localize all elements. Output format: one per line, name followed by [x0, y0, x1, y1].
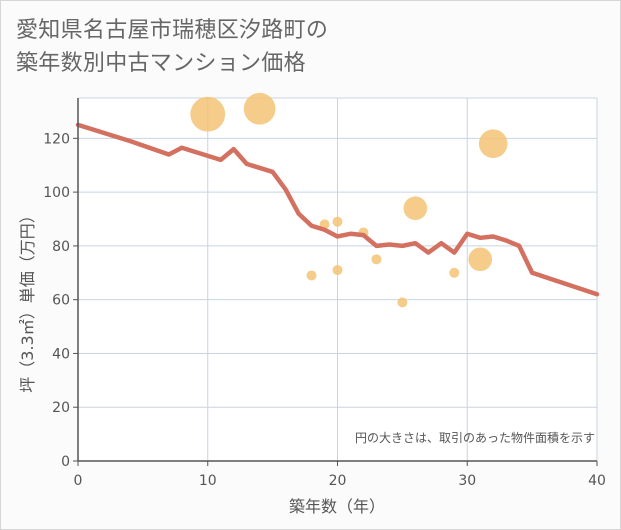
size-note: 円の大きさは、取引のあった物件面積を示す — [355, 430, 595, 445]
bubble-11 — [449, 267, 460, 278]
grid-layer — [78, 97, 598, 461]
bubble-2 — [478, 129, 508, 159]
bubble-4 — [468, 247, 493, 272]
bubble-0 — [190, 96, 226, 132]
bubble-layer — [190, 92, 508, 308]
y-axis-label: 坪（3.3㎡）単価（万円） — [18, 207, 37, 392]
bubble-3 — [403, 196, 428, 221]
y-tick-label-80: 80 — [52, 239, 70, 255]
y-tick-label-120: 120 — [43, 131, 70, 147]
chart-title: 愛知県名古屋市瑞穂区汐路町の 築年数別中古マンション価格 — [16, 14, 328, 80]
x-tick-label-40: 40 — [588, 473, 606, 489]
bubble-10 — [306, 270, 317, 281]
bubble-9 — [332, 265, 343, 276]
tick-label-layer: 0 20 40 60 80 100 120 0 10 20 30 40 — [43, 131, 606, 489]
chart-title-line-2: 築年数別中古マンション価格 — [16, 51, 306, 76]
trend-line-layer — [75, 122, 600, 297]
y-tick-label-60: 60 — [52, 293, 70, 309]
bubble-1 — [243, 92, 276, 125]
trend-line — [75, 122, 600, 297]
y-tick-label-40: 40 — [52, 346, 70, 362]
x-tick-label-20: 20 — [329, 473, 347, 489]
y-tick-label-0: 0 — [61, 454, 70, 470]
bubble-6 — [332, 216, 343, 227]
x-axis-label: 築年数（年） — [289, 497, 385, 516]
x-tick-label-10: 10 — [199, 473, 217, 489]
bubble-12 — [397, 297, 408, 308]
chart-title-line-1: 愛知県名古屋市瑞穂区汐路町の — [16, 18, 329, 43]
y-tick-label-100: 100 — [43, 185, 70, 201]
y-tick-label-20: 20 — [52, 400, 70, 416]
x-tick-label-30: 30 — [458, 473, 476, 489]
bubble-8 — [371, 254, 382, 265]
axis-layer — [73, 98, 598, 466]
x-tick-label-0: 0 — [74, 473, 83, 489]
